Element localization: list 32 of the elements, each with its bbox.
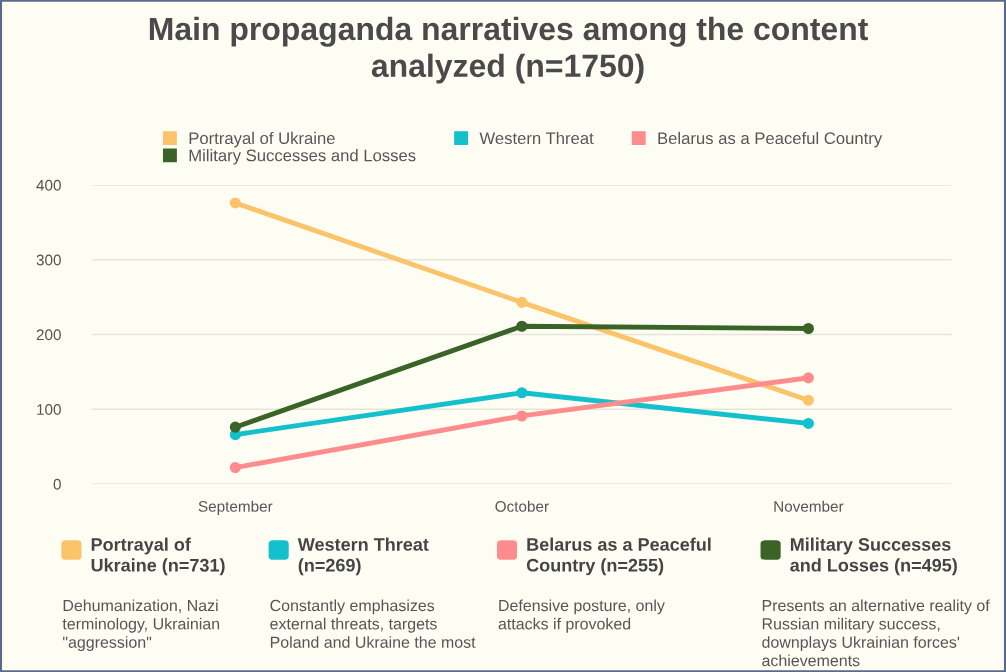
legend-label: Western Threat [479, 131, 594, 145]
point [229, 461, 241, 474]
point [802, 394, 814, 406]
chart-title: Main propaganda narratives among the content analyzed (n=1750) [149, 16, 868, 84]
y-tick-label: 200 [36, 329, 61, 341]
text: Portrayal of Ukraine (n=731) [91, 537, 225, 576]
x-tick-label: September [198, 500, 273, 515]
point [229, 197, 241, 209]
legend-label: Portrayal of Ukraine [189, 131, 335, 148]
point [516, 410, 528, 422]
x-tick-label: November [774, 500, 844, 512]
legend-label: Military Successes and Losses [189, 149, 416, 165]
y-tick-label: 0 [53, 478, 61, 490]
point [229, 421, 241, 433]
y-tick-label: 300 [36, 254, 61, 266]
text: Defensive posture, only attacks if provoked [498, 599, 665, 633]
point [516, 387, 528, 399]
point [802, 372, 814, 384]
legend-label: Belarus as a Peaceful Country [658, 131, 883, 148]
y-tick-label: 400 [36, 179, 61, 191]
text: Western Threat (n=269) [297, 537, 429, 576]
point [802, 417, 814, 429]
text: Constantly emphasizes external threats, targets Poland and Ukraine the most [270, 599, 476, 648]
point [802, 322, 814, 335]
y-tick-label: 100 [37, 404, 61, 415]
point [516, 296, 528, 308]
x-tick-label: October [495, 500, 549, 512]
text: Belarus as a Peaceful Country (n=255) [526, 537, 711, 576]
text: Presents an alternative reality of Russian military success, downplays Ukrainian forces' achievements [762, 599, 990, 667]
text: Military Successes and Losses (n=495) [790, 537, 957, 576]
text: Dehumanization, Nazi terminology, Ukrainian "aggression" [62, 599, 220, 652]
point [516, 320, 528, 332]
